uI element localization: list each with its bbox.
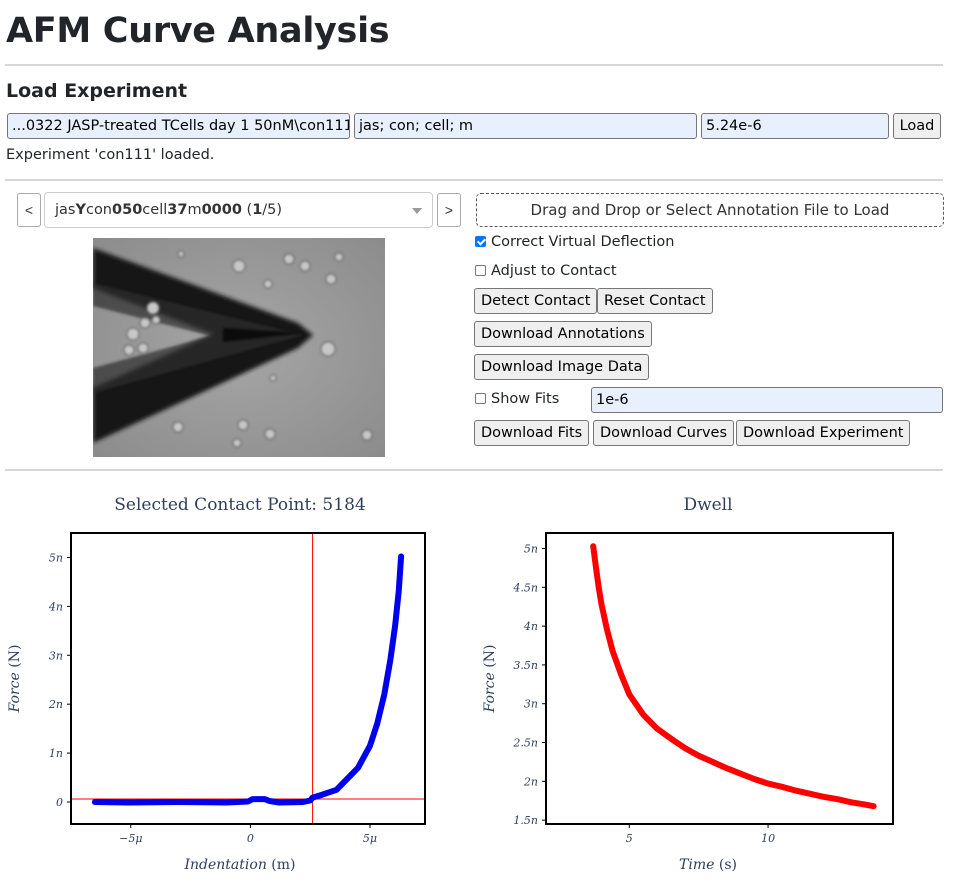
y-tick-label: 2n — [48, 698, 63, 711]
download-fits-button[interactable]: Download Fits — [474, 420, 590, 446]
cantilever-image-svg — [93, 238, 385, 457]
curve-name-part: jas — [55, 202, 76, 218]
y-tick-label: 2n — [523, 775, 538, 788]
adjust-to-contact-label: Adjust to Contact — [491, 263, 617, 279]
y-axis-label: Force (N) — [482, 645, 498, 714]
experiment-path-input[interactable]: ...0322 JASP-treated TCells day 1 50nM\c… — [7, 113, 350, 139]
x-tick-label: 0 — [247, 832, 254, 845]
x-tick-label: 5 — [626, 832, 633, 845]
show-fits-row[interactable]: Show Fits — [475, 390, 559, 408]
y-tick-label: 4.5n — [512, 581, 538, 594]
plot-frame — [70, 532, 426, 825]
curve-name-part: 0000 — [201, 202, 242, 218]
download-experiment-button[interactable]: Download Experiment — [736, 420, 911, 446]
dwell-chart[interactable]: Dwell 5 10 1.5n 2n 2.5n 3n 3.5n 4n 4.5n 5n Time (s)… — [476, 488, 953, 883]
x-tick-label: −5μ — [119, 832, 142, 845]
page-title: AFM Curve Analysis — [6, 11, 390, 51]
adjust-to-contact-checkbox[interactable] — [475, 265, 486, 276]
chart-title: Dwell — [683, 495, 732, 515]
curve-name-part: 050 — [112, 202, 143, 218]
curve-name-part: /5) — [262, 202, 283, 218]
annotation-dropzone[interactable]: Drag and Drop or Select Annotation File … — [476, 193, 944, 227]
y-tick-label: 3n — [49, 649, 63, 662]
y-tick-label: 0 — [56, 796, 63, 809]
next-curve-button[interactable]: > — [437, 193, 461, 227]
y-tick-label: 1.5n — [513, 814, 538, 827]
x-tick-label: 10 — [761, 832, 775, 845]
y-tick-label: 2.5n — [512, 737, 538, 750]
cantilever-image — [93, 238, 385, 457]
load-experiment-heading: Load Experiment — [6, 80, 188, 102]
series-line — [590, 543, 877, 810]
y-tick-label: 5n — [49, 551, 63, 564]
load-status: Experiment 'con111' loaded. — [6, 147, 215, 163]
load-button[interactable]: Load — [893, 113, 941, 139]
curve-select[interactable]: jasYcon050cell37m0000 (1/5) — [44, 192, 433, 228]
correct-virtual-deflection-label: Correct Virtual Deflection — [491, 234, 675, 250]
series-line — [91, 553, 405, 806]
contact-point-chart[interactable]: Selected Contact Point: 5184 −5μ 0 5μ 0 1n 2n 3… — [0, 488, 476, 883]
x-axis-label: Time (s) — [679, 857, 737, 873]
plot-frame — [545, 532, 894, 825]
y-tick-label: 4n — [523, 620, 538, 633]
y-axis-label: Force (N) — [7, 645, 23, 714]
curve-name-part: Y — [75, 202, 86, 218]
y-tick-label: 3.5n — [513, 659, 538, 672]
x-axis-label: Indentation (m) — [184, 857, 296, 873]
download-image-data-button[interactable]: Download Image Data — [474, 354, 650, 380]
correct-virtual-deflection-row[interactable]: Correct Virtual Deflection — [475, 233, 674, 251]
detect-contact-button[interactable]: Detect Contact — [474, 288, 598, 314]
spring-constant-input[interactable]: 5.24e-6 — [701, 113, 889, 139]
show-fits-label: Show Fits — [491, 391, 560, 407]
download-annotations-button[interactable]: Download Annotations — [474, 321, 652, 347]
x-tick-label: 5μ — [363, 832, 377, 845]
divider — [5, 179, 943, 181]
curve-name-part: con — [85, 202, 113, 218]
chevron-down-icon[interactable] — [412, 208, 422, 214]
y-tick-label: 4n — [48, 600, 63, 613]
y-tick-label: 3n — [524, 698, 538, 711]
curve-name-part: cell — [142, 202, 168, 218]
download-curves-button[interactable]: Download Curves — [593, 420, 735, 446]
divider — [5, 469, 943, 471]
curve-name-part: ( — [241, 202, 253, 218]
divider — [5, 64, 943, 66]
fit-parameter-input[interactable]: 1e-6 — [591, 387, 943, 413]
y-tick-label: 5n — [524, 543, 538, 556]
curve-name-part: m — [187, 202, 202, 218]
filename-pattern-input[interactable]: jas; con; cell; m — [354, 113, 697, 139]
curve-name-part: 37 — [167, 202, 188, 218]
correct-virtual-deflection-checkbox[interactable] — [475, 236, 486, 247]
curve-select-value: jasYcon050cell37m0000 (1/5) — [55, 202, 282, 218]
show-fits-checkbox[interactable] — [475, 393, 486, 404]
adjust-to-contact-row[interactable]: Adjust to Contact — [475, 262, 617, 280]
prev-curve-button[interactable]: < — [17, 193, 41, 227]
curve-name-part: 1 — [252, 202, 263, 218]
reset-contact-button[interactable]: Reset Contact — [597, 288, 713, 314]
y-tick-label: 1n — [49, 747, 63, 760]
chart-title: Selected Contact Point: 5184 — [114, 495, 365, 515]
